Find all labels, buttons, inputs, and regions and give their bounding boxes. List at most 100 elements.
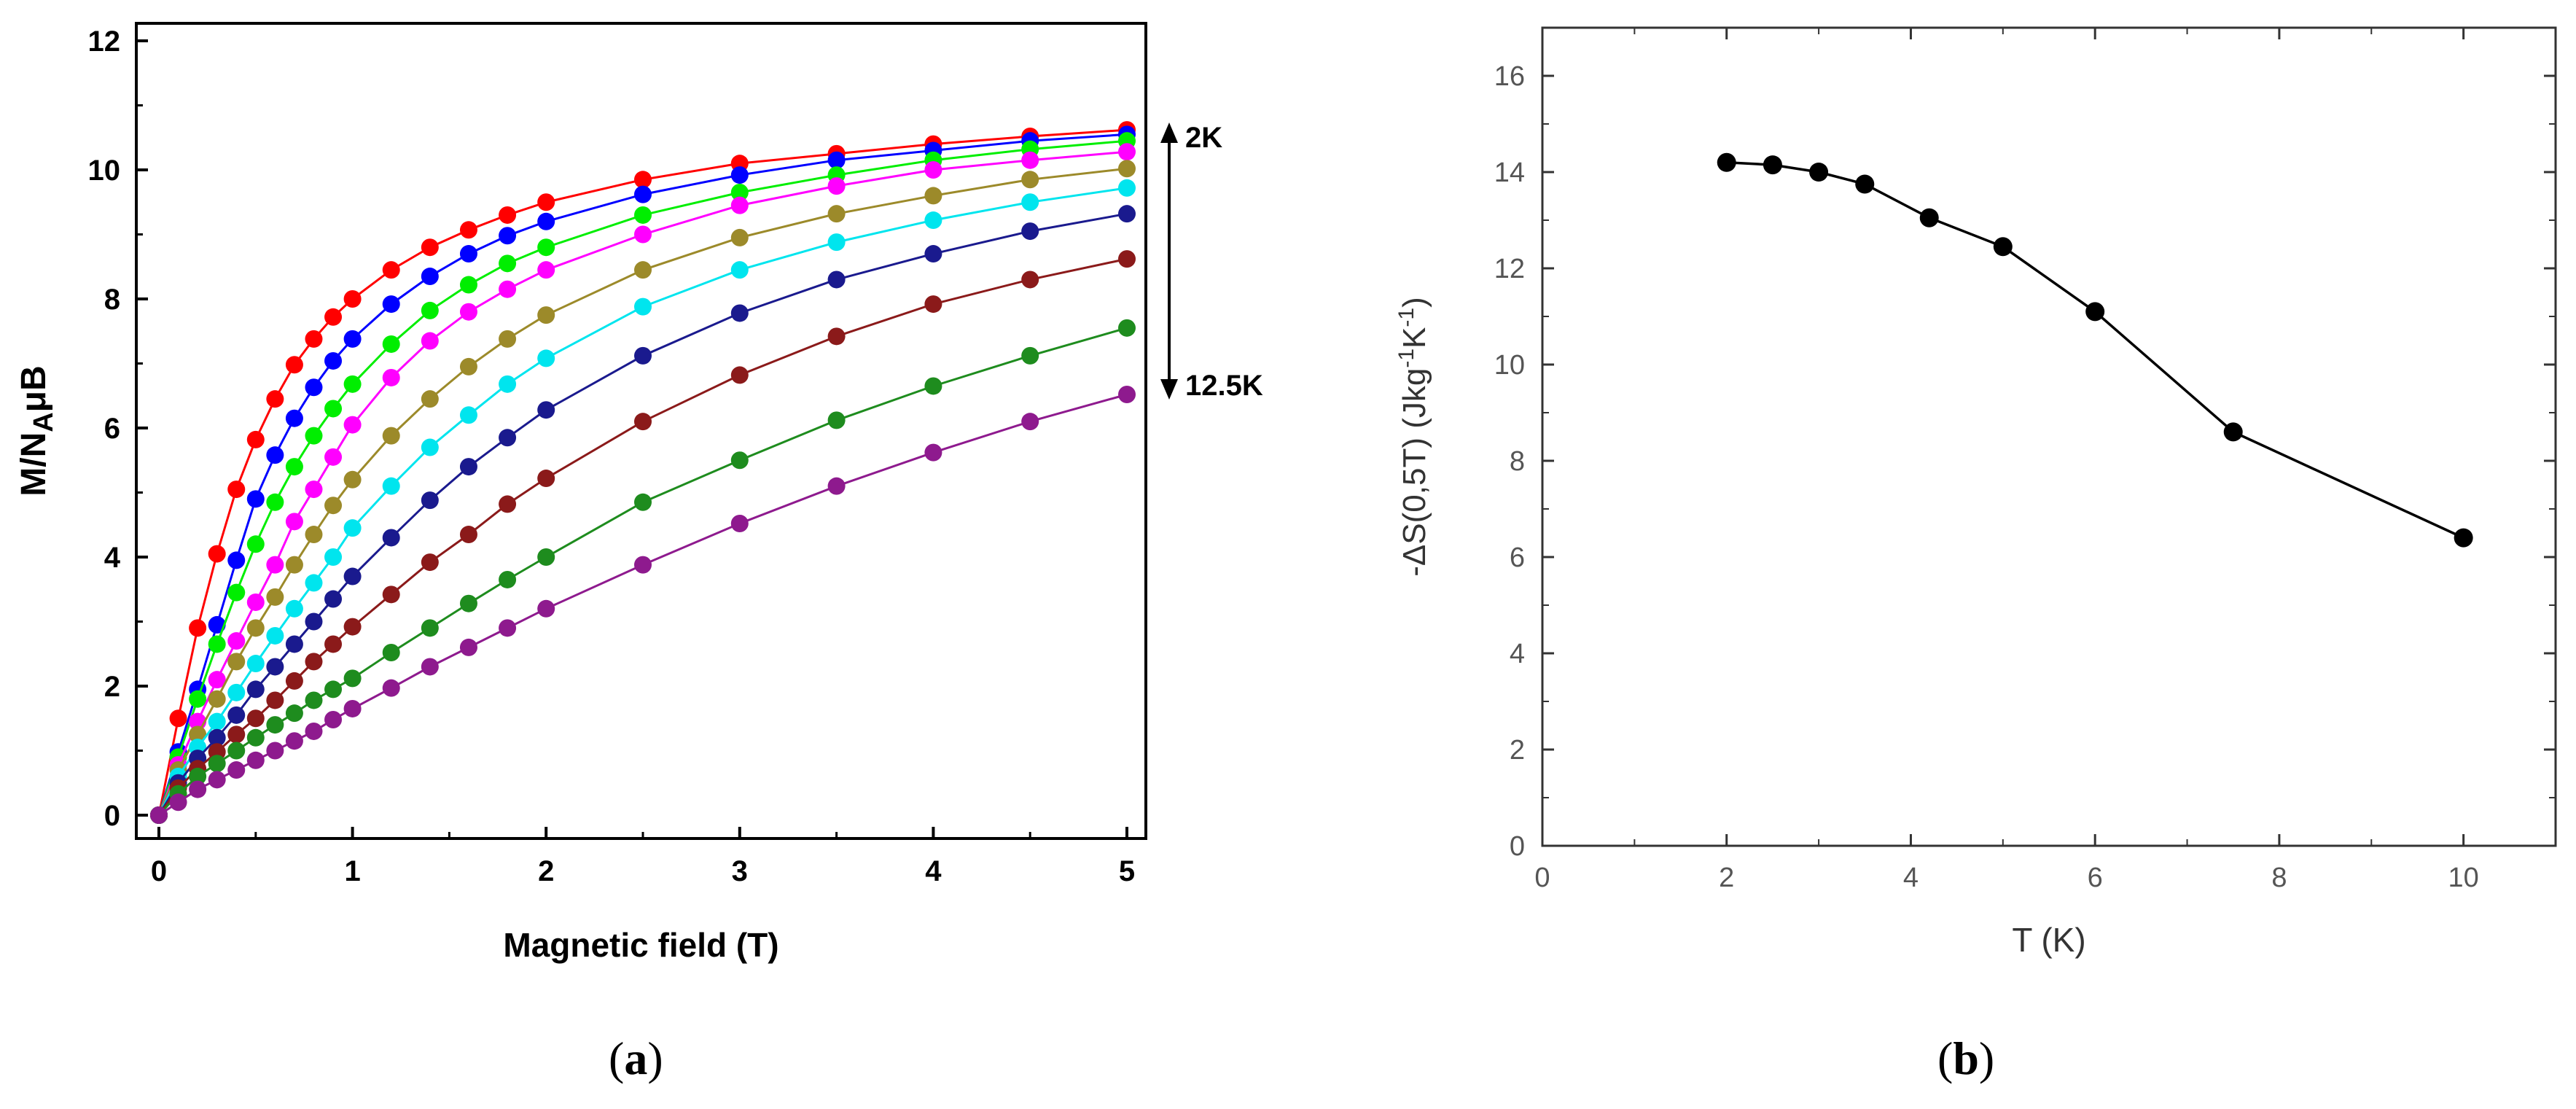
chart-a-point-7 bbox=[421, 553, 439, 572]
chart-a-point-8 bbox=[924, 377, 942, 395]
chart-a-point-3 bbox=[421, 332, 439, 350]
chart-a-point-7 bbox=[227, 725, 246, 744]
chart-a-point-8 bbox=[305, 691, 323, 709]
chart-a-point-9 bbox=[730, 514, 749, 532]
chart-a-series-line-9 bbox=[158, 393, 1128, 817]
chart-a-point-5 bbox=[1021, 193, 1039, 211]
chart-a-point-8 bbox=[246, 728, 265, 747]
chart-a-point-3 bbox=[382, 368, 400, 386]
chart-a-point-6 bbox=[459, 458, 477, 476]
chart-a-series-line-6 bbox=[157, 212, 1128, 816]
chart-a-point-6 bbox=[730, 304, 749, 322]
chart-b-ytick-label: 8 bbox=[1510, 446, 1525, 477]
chart-a-point-8 bbox=[827, 411, 846, 429]
chart-a-point-4 bbox=[189, 725, 207, 744]
chart-a-point-5 bbox=[246, 655, 265, 673]
chart-a-series-line-7 bbox=[157, 257, 1128, 816]
chart-a-point-6 bbox=[421, 491, 439, 510]
chart-a-point-4 bbox=[208, 690, 226, 708]
chart-a-point-1 bbox=[324, 351, 343, 370]
chart-a-point-2 bbox=[343, 375, 362, 393]
panel-label-a: (a) bbox=[609, 1032, 663, 1086]
chart-a-point-9 bbox=[305, 722, 323, 740]
chart-a-point-8 bbox=[499, 570, 517, 588]
panel-label-a-open: ( bbox=[609, 1032, 625, 1084]
chart-a-point-2 bbox=[305, 427, 323, 445]
chart-a-point-5 bbox=[537, 349, 555, 367]
chart-b-frame bbox=[1541, 26, 2557, 847]
chart-a-ytick-label: 8 bbox=[104, 284, 120, 316]
chart-a-point-2 bbox=[285, 458, 303, 476]
chart-a-point-2 bbox=[189, 690, 207, 708]
chart-a-point-3 bbox=[634, 225, 652, 244]
chart-a-point-6 bbox=[208, 728, 226, 747]
chart-a-xtick-label: 5 bbox=[1119, 855, 1135, 887]
chart-b-ytick-label: 0 bbox=[1510, 831, 1525, 862]
chart-a-point-7 bbox=[1118, 250, 1136, 268]
chart-b-point bbox=[1809, 163, 1829, 182]
chart-a-point-2 bbox=[266, 493, 284, 511]
chart-a-point-0 bbox=[266, 390, 284, 408]
chart-a-ylabel: M/NAμB bbox=[15, 365, 59, 496]
chart-a-point-9 bbox=[227, 761, 246, 779]
chart-a-point-9 bbox=[1021, 413, 1039, 431]
chart-a-series-line-8 bbox=[157, 327, 1128, 817]
chart-a-point-6 bbox=[382, 529, 400, 547]
chart-a-point-8 bbox=[1118, 319, 1136, 337]
chart-a-series-line-5 bbox=[157, 187, 1128, 816]
chart-a-ytick-label: 6 bbox=[104, 413, 120, 445]
chart-a-point-6 bbox=[343, 567, 362, 585]
chart-a-point-9 bbox=[421, 658, 439, 676]
chart-a-point-9 bbox=[459, 638, 477, 656]
chart-a-point-6 bbox=[266, 658, 284, 676]
chart-a-point-4 bbox=[305, 526, 323, 544]
chart-a-point-5 bbox=[208, 712, 226, 731]
chart-b-ylabel-main: -ΔS(0,5T) (Jkg bbox=[1397, 368, 1432, 577]
chart-b-ytick-label: 16 bbox=[1494, 61, 1525, 92]
chart-a-point-8 bbox=[421, 619, 439, 637]
chart-a-point-3 bbox=[266, 556, 284, 574]
chart-b-ylabel-exp2: -1 bbox=[1394, 308, 1418, 327]
chart-b-ytick-label: 2 bbox=[1510, 735, 1525, 766]
chart-a-point-8 bbox=[382, 643, 400, 661]
chart-a-point-0 bbox=[343, 290, 362, 308]
chart-a-point-1 bbox=[246, 490, 265, 508]
chart-a-xtick-label: 2 bbox=[538, 855, 554, 887]
chart-a-point-4 bbox=[421, 390, 439, 408]
chart-a-point-7 bbox=[285, 672, 303, 690]
chart-b-xtick-label: 2 bbox=[1719, 863, 1734, 893]
chart-a-point-9 bbox=[150, 806, 168, 824]
chart-a-point-5 bbox=[285, 599, 303, 618]
chart-b-xtick-label: 10 bbox=[2448, 863, 2478, 893]
chart-a-point-2 bbox=[227, 583, 246, 602]
chart-b-point bbox=[1993, 237, 2013, 257]
chart-a-point-7 bbox=[827, 327, 846, 346]
chart-a-point-1 bbox=[730, 166, 749, 184]
chart-a-point-6 bbox=[324, 590, 343, 608]
chart-b-xtick-label: 6 bbox=[2088, 863, 2103, 893]
chart-a-annotation-12-5k: 12.5K bbox=[1185, 370, 1263, 402]
chart-a-arrow-head-down bbox=[1160, 379, 1178, 400]
chart-a-point-7 bbox=[343, 618, 362, 636]
chart-a-point-8 bbox=[537, 548, 555, 566]
chart-a-point-2 bbox=[634, 206, 652, 224]
chart-a-point-5 bbox=[227, 683, 246, 701]
chart-a-point-7 bbox=[1021, 271, 1039, 289]
chart-a-point-4 bbox=[227, 653, 246, 671]
chart-a-point-5 bbox=[730, 261, 749, 279]
chart-a-point-9 bbox=[324, 711, 343, 729]
chart-a-point-9 bbox=[1118, 385, 1136, 403]
chart-a-point-4 bbox=[827, 205, 846, 223]
chart-a-point-1 bbox=[266, 446, 284, 464]
chart-a-point-0 bbox=[459, 221, 477, 239]
chart-a-point-4 bbox=[499, 330, 517, 348]
chart-b-ylabel: -ΔS(0,5T) (Jkg-1K-1) bbox=[1394, 297, 1432, 576]
chart-a-point-9 bbox=[499, 619, 517, 637]
chart-a-point-9 bbox=[827, 477, 846, 495]
chart-a-point-3 bbox=[1118, 143, 1136, 161]
chart-a-point-5 bbox=[499, 375, 517, 393]
chart-a-point-0 bbox=[189, 619, 207, 637]
chart-a-point-9 bbox=[634, 556, 652, 574]
